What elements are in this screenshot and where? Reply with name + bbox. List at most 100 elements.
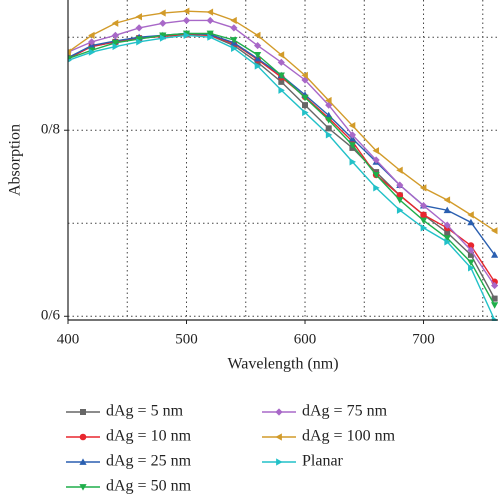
marker <box>443 206 451 214</box>
marker <box>301 94 309 102</box>
marker <box>275 408 283 416</box>
marker <box>135 13 142 21</box>
legend-label: dAg = 75 nm <box>302 403 388 420</box>
marker <box>348 131 357 139</box>
y-tick-label: 0/6 <box>41 308 61 324</box>
marker <box>79 458 87 465</box>
marker <box>325 125 332 132</box>
marker <box>419 217 428 225</box>
marker <box>396 197 404 204</box>
marker <box>396 181 404 189</box>
marker <box>277 58 285 66</box>
marker <box>206 8 214 16</box>
marker <box>182 7 190 15</box>
marker <box>254 31 261 39</box>
series-line <box>68 10 496 232</box>
legend-label: dAg = 5 nm <box>106 403 184 420</box>
marker <box>420 211 427 219</box>
plot-area <box>68 7 498 321</box>
grid <box>68 0 497 320</box>
marker <box>254 52 262 59</box>
marker <box>88 31 95 39</box>
marker <box>254 62 262 70</box>
marker <box>68 58 72 63</box>
legend: dAg = 5 nm dAg = 10 nm dAg = 25 nm dAg = 50… <box>66 403 396 495</box>
marker <box>278 86 285 94</box>
marker <box>491 227 498 235</box>
marker <box>230 16 237 25</box>
x-tick-label: 600 <box>294 331 317 347</box>
marker <box>325 96 332 105</box>
marker <box>182 16 191 25</box>
x-tick-label: 700 <box>412 331 435 347</box>
marker <box>276 458 283 466</box>
marker <box>467 211 474 219</box>
legend-label: dAg = 10 nm <box>106 428 192 445</box>
marker <box>231 44 238 52</box>
marker <box>444 238 451 246</box>
marker <box>301 71 308 79</box>
legend-label: dAg = 100 nm <box>302 428 396 445</box>
marker <box>79 484 87 491</box>
marker <box>301 76 309 84</box>
marker <box>183 31 191 39</box>
marker <box>396 192 404 199</box>
marker <box>135 24 143 32</box>
marker <box>325 131 333 139</box>
marker <box>206 16 214 25</box>
marker <box>396 206 404 214</box>
legend-label: dAg = 25 nm <box>106 453 192 470</box>
marker <box>372 172 380 179</box>
marker <box>302 102 309 109</box>
series-line <box>68 32 496 256</box>
marker <box>79 433 87 441</box>
marker <box>277 72 285 79</box>
y-axis-label: Absorption <box>7 124 24 196</box>
marker <box>135 36 143 43</box>
marker <box>491 302 498 309</box>
marker <box>491 295 498 302</box>
marker <box>468 264 475 272</box>
marker <box>111 39 120 47</box>
marker <box>302 108 309 117</box>
x-tick-label: 400 <box>57 331 80 347</box>
marker <box>420 224 428 232</box>
marker <box>419 201 428 210</box>
marker <box>325 111 333 119</box>
marker <box>467 251 474 258</box>
marker <box>68 55 72 63</box>
marker <box>443 196 451 204</box>
marker <box>396 166 403 174</box>
marker <box>349 158 357 166</box>
legend-label: Planar <box>302 453 344 470</box>
marker <box>88 38 96 46</box>
marker <box>80 409 86 415</box>
marker <box>467 246 475 254</box>
marker <box>491 251 498 258</box>
marker <box>159 34 167 42</box>
marker <box>206 30 214 38</box>
marker <box>159 32 167 39</box>
marker <box>277 51 285 59</box>
marker <box>230 24 238 32</box>
marker <box>491 281 498 290</box>
legend-label: dAg = 50 nm <box>106 478 192 495</box>
marker <box>467 242 475 249</box>
y-tick-label: 0/8 <box>41 122 60 138</box>
marker <box>111 31 120 39</box>
marker <box>325 117 333 124</box>
marker <box>136 38 143 46</box>
marker <box>230 37 238 44</box>
marker <box>112 42 120 51</box>
marker <box>467 259 475 266</box>
x-axis-label: Wavelength (nm) <box>227 356 338 373</box>
axes: 400 500 600 700 0/6 0/8 <box>41 122 435 348</box>
marker <box>443 221 451 229</box>
series-line <box>68 33 496 283</box>
marker <box>325 101 333 109</box>
marker <box>159 9 166 17</box>
marker <box>467 218 475 226</box>
marker <box>88 48 96 56</box>
marker <box>254 41 262 50</box>
